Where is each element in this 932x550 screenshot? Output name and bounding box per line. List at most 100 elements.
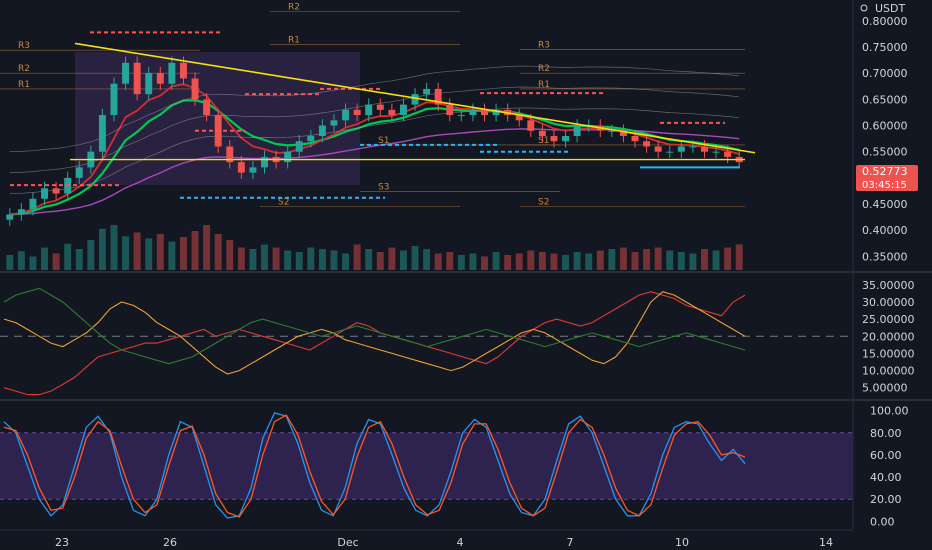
volume-bar [261,244,268,270]
candle-body [446,104,454,116]
ema-fast-line [9,99,740,216]
candle-body [562,136,570,142]
volume-bar [272,247,280,270]
volume-bar [318,249,326,270]
volume-bar [214,234,222,270]
adx-pane[interactable] [0,287,853,396]
volume-bar [17,251,25,270]
candle-body [550,136,558,142]
pivot-label: R2 [18,64,30,74]
volume-bar [631,252,639,270]
candle-body [689,146,697,148]
unit-label: USDT [875,2,906,15]
volume-bar [735,244,743,270]
candle-body [434,88,442,105]
price-tick-label: 0.80000 [862,15,908,28]
candle-body [712,151,720,153]
candle-body [677,146,685,152]
volume-bar [596,250,604,270]
volume-bar [203,225,211,270]
time-axis-ticks[interactable]: 23 26 Dec 4 7 10 14 [55,536,833,549]
adx-tick-label: 25.00000 [862,313,915,326]
candle-body [724,151,732,157]
pivot-label: S1 [378,136,389,146]
pivot-label: R2 [538,64,550,74]
candle-body [307,136,315,142]
volume-bar [64,243,72,270]
candle-body [643,141,651,147]
volume-bar [122,236,130,270]
volume-bar [573,252,581,270]
volume-bar [388,247,396,270]
stochastic-axis-ticks[interactable]: 100.00 80.00 60.00 40.00 20.00 0.00 [870,405,909,529]
volume-bar [365,249,373,270]
volume-bar [654,247,662,270]
price-pane[interactable]: R2 R1 R3 R2 R1 S1 S2 S3 R3 R2 R1 S1 S2 [0,3,756,270]
candle-body [654,146,662,152]
volume-bar [179,237,187,270]
candle-body [237,162,245,173]
volume-bar [399,250,407,270]
candle-body [261,156,268,168]
volume-bar [515,253,523,270]
candle-body [515,115,523,121]
pivot-label: R3 [538,41,550,51]
adx-tick-label: 10.00000 [862,365,915,378]
volume-bar [237,247,245,270]
adx-series-line [3,291,746,396]
volume-bar [156,234,164,270]
volume-bar [330,250,338,270]
candle-body [492,109,500,116]
adx-series-line [3,287,746,365]
time-tick-label: Dec [337,536,358,549]
volume-bar [643,249,651,270]
candle-body [527,120,535,131]
candle-body [342,109,350,121]
descending-trendline[interactable] [74,42,756,154]
candle-body [457,115,465,117]
volume-bar [701,249,708,270]
stochastic-pane[interactable] [0,412,853,519]
support-resistance-lines [10,31,740,199]
candle-body [226,146,234,163]
volume-bar [353,244,361,270]
time-tick-label: 7 [567,536,574,549]
candle-body [295,141,303,152]
stochastic-tick-label: 20.00 [870,493,902,506]
candle-body [179,62,187,79]
volume-bar [527,250,535,270]
volume-bars [6,225,743,270]
volume-bar [191,231,199,270]
volume-bar [550,253,558,270]
volume-bar [423,249,431,270]
pivot-label: R1 [288,35,300,45]
candle-body [75,167,83,178]
price-tick-label: 0.55000 [862,146,908,159]
volume-bar [538,252,546,270]
volume-bar [133,232,141,270]
volume-bar [342,253,350,270]
candle-body [631,136,639,142]
candle-body [203,99,211,116]
adx-tick-label: 30.00000 [862,296,915,309]
stochastic-band [0,432,853,500]
price-tick-label: 0.75000 [862,41,908,54]
volume-bar [110,225,118,270]
candle-body [156,73,164,84]
price-tick-label: 0.40000 [862,224,908,237]
candle-body [666,151,674,153]
price-tick-label: 0.35000 [862,250,908,263]
candle-body [98,115,106,152]
pivot-lines: R2 R1 R3 R2 R1 S1 S2 S3 R3 R2 R1 S1 S2 [0,3,745,208]
candle-body [29,198,37,210]
candle-body [353,109,361,116]
adx-axis-ticks[interactable]: 35.00000 30.00000 25.00000 20.00000 15.00000… [862,279,915,395]
candle-body [423,88,431,95]
volume-bar [608,249,616,270]
price-tag[interactable]: 0.52773 03:45:15 [856,165,918,191]
candle-body [191,78,199,100]
stochastic-tick-label: 40.00 [870,471,902,484]
pivot-label: R1 [538,80,550,90]
volume-bar [481,256,488,270]
